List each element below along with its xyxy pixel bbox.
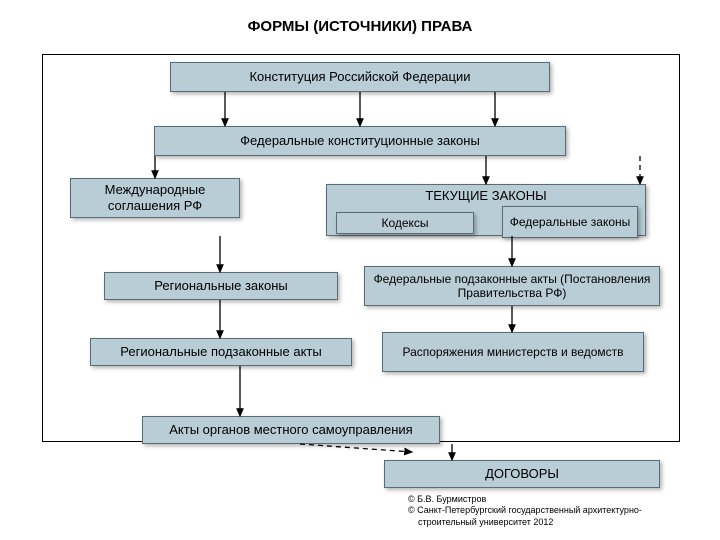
credit-line3: строительный университет 2012 [408, 517, 642, 528]
credit-line2: © Санкт-Петербургский государственный ар… [408, 505, 642, 516]
node-ministry: Распоряжения министерств и ведомств [382, 332, 644, 372]
credit-line1: © Б.В. Бурмистров [408, 494, 642, 505]
node-regional-laws: Региональные законы [104, 272, 338, 300]
node-local-acts: Акты органов местного самоуправления [142, 416, 440, 444]
node-regional-sub: Региональные подзаконные акты [90, 338, 352, 366]
node-codex: Кодексы [336, 212, 474, 234]
outer-frame [42, 54, 680, 442]
node-fkz: Федеральные конституционные законы [154, 126, 566, 156]
node-federal-laws: Федеральные законы [502, 206, 638, 238]
diagram-stage: ФОРМЫ (ИСТОЧНИКИ) ПРАВА Конституция Росс… [0, 0, 720, 540]
credit-block: © Б.В. Бурмистров © Санкт-Петербургский … [408, 494, 642, 528]
node-constitution: Конституция Российской Федерации [170, 62, 550, 92]
node-federal-sub: Федеральные подзаконные акты (Постановле… [364, 266, 660, 306]
node-international: Международные соглашения РФ [70, 178, 240, 218]
diagram-title: ФОРМЫ (ИСТОЧНИКИ) ПРАВА [0, 18, 720, 35]
node-contracts: ДОГОВОРЫ [384, 460, 660, 488]
